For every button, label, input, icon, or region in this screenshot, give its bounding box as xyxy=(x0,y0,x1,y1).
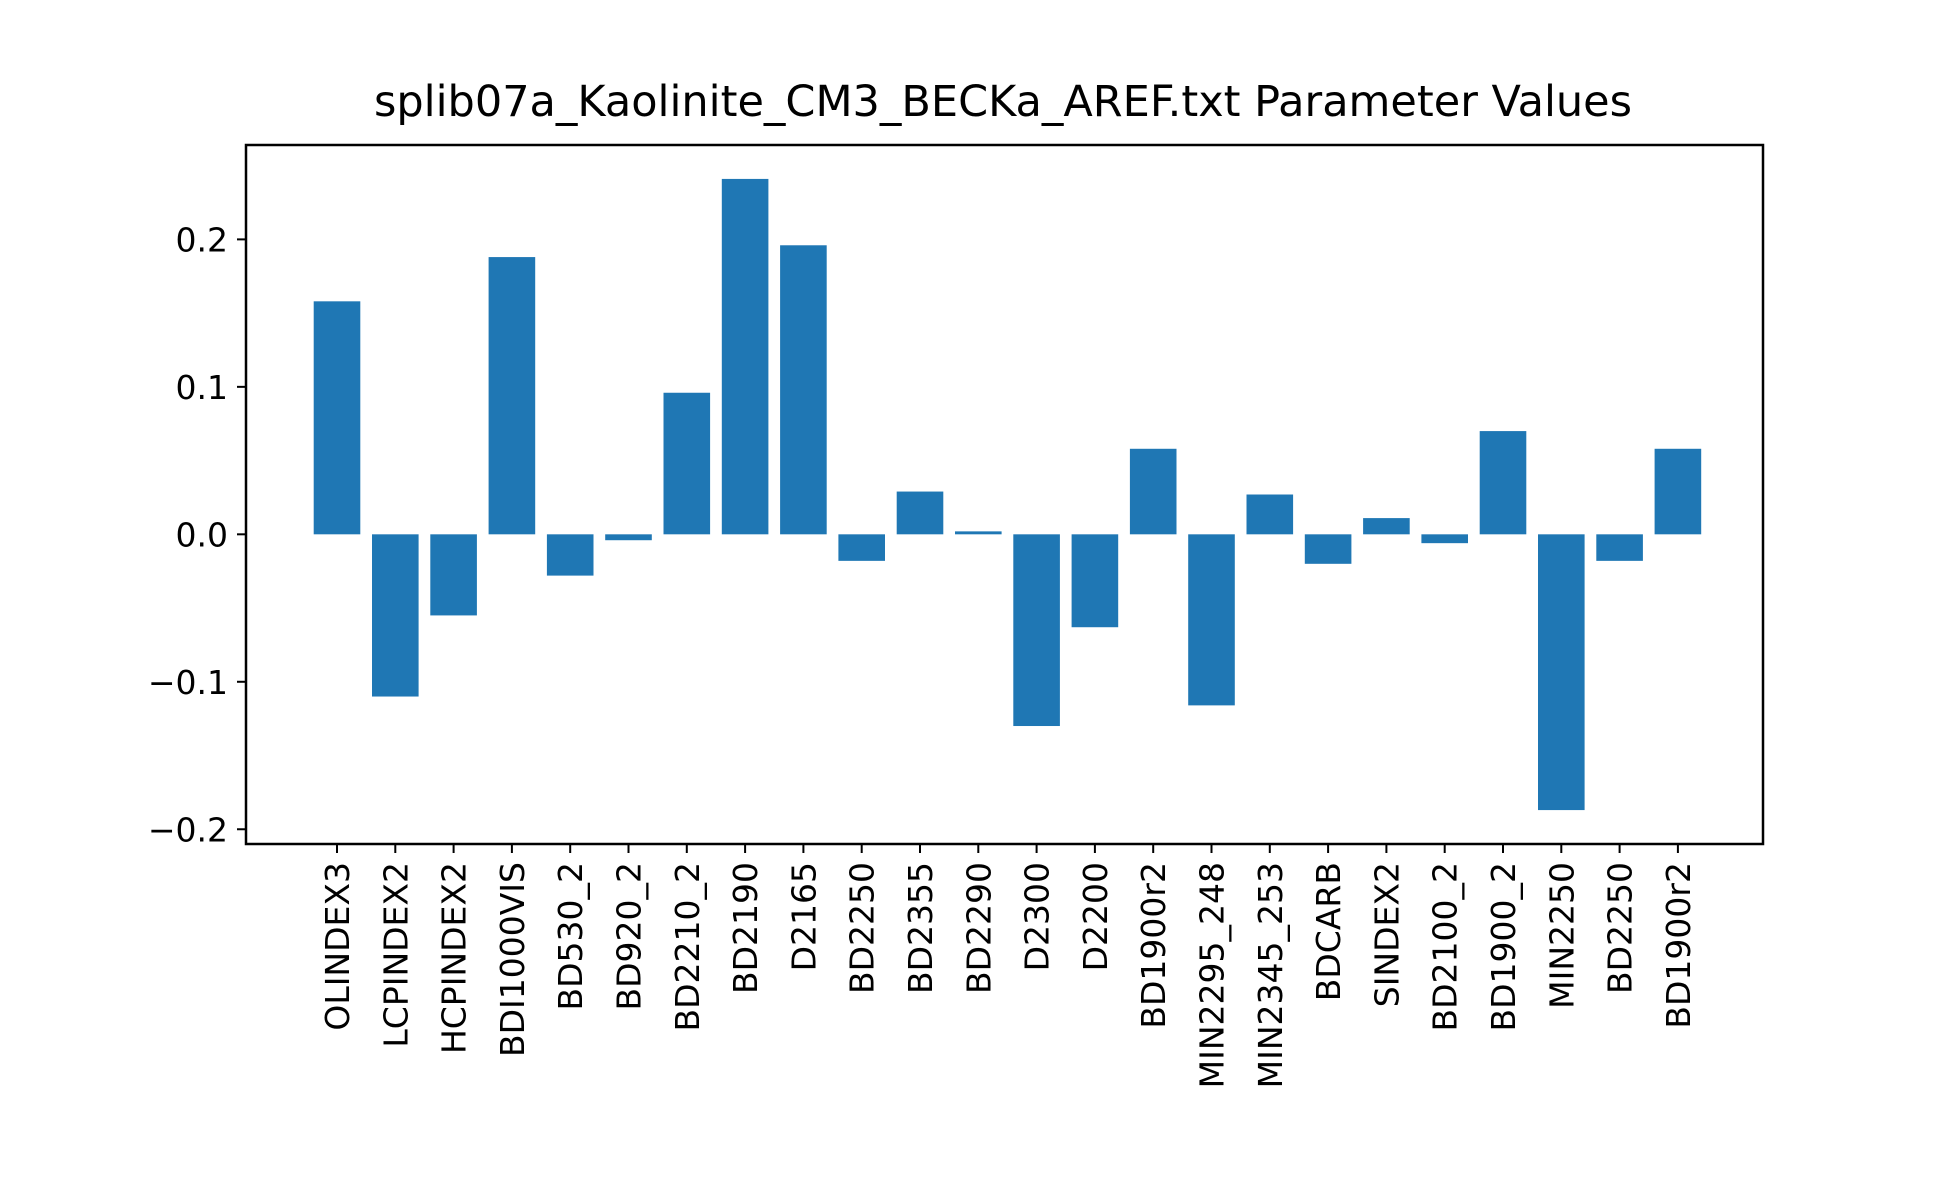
bar-6-bd920_2 xyxy=(605,534,652,541)
x-tick-label: BD2210_2 xyxy=(668,862,707,1032)
x-tick-label: BDI1000VIS xyxy=(493,862,532,1057)
x-tick-label: BD1900r2 xyxy=(1659,862,1698,1029)
x-tick-label: BD2190 xyxy=(726,862,765,994)
x-tick-label: OLINDEX3 xyxy=(318,862,357,1031)
y-tick-label: 0.0 xyxy=(176,515,228,554)
bar-23-bd2250 xyxy=(1596,534,1643,561)
bar-18-bdcarb xyxy=(1304,534,1352,564)
x-tick-label: BDCARB xyxy=(1309,862,1348,1001)
bar-7-bd2210_2 xyxy=(663,392,711,535)
bar-20-bd2100_2 xyxy=(1421,534,1468,544)
x-tick-label: BD2250 xyxy=(843,862,882,994)
bar-15-bd1900r2 xyxy=(1129,448,1177,535)
bar-22-min2250 xyxy=(1538,534,1585,811)
x-tick-label: HCPINDEX2 xyxy=(435,862,474,1054)
x-tick-label: BD920_2 xyxy=(610,862,649,1011)
bar-3-hcpindex2 xyxy=(430,534,477,616)
bar-16-min2295_248 xyxy=(1188,534,1235,706)
bar-2-lcpindex2 xyxy=(372,534,419,697)
y-tick-label: −0.2 xyxy=(148,810,228,849)
bar-14-d2200 xyxy=(1071,534,1119,628)
bar-17-min2345_253 xyxy=(1246,494,1294,535)
x-tick-label: BD1900r2 xyxy=(1134,862,1173,1029)
x-tick-label: LCPINDEX2 xyxy=(376,862,415,1048)
bar-1-olindex3 xyxy=(313,301,361,535)
x-tick-label: D2300 xyxy=(1018,862,1057,971)
x-tick-label: SINDEX2 xyxy=(1367,862,1406,1007)
x-tick-label: MIN2295_248 xyxy=(1193,862,1232,1088)
bar-13-d2300 xyxy=(1013,534,1060,727)
bar-12-bd2290 xyxy=(955,531,1002,535)
plot-frame xyxy=(244,143,1765,846)
x-tick-label: D2165 xyxy=(784,862,823,971)
x-tick-label: MIN2345_253 xyxy=(1251,862,1290,1088)
x-tick-label: BD2250 xyxy=(1601,862,1640,994)
bar-24-bd1900r2 xyxy=(1654,448,1702,535)
x-tick-label: D2200 xyxy=(1076,862,1115,971)
bar-11-bd2355 xyxy=(896,491,944,535)
bar-5-bd530_2 xyxy=(546,534,594,576)
y-tick-label: −0.1 xyxy=(148,663,228,702)
y-tick-label: 0.1 xyxy=(176,368,228,407)
x-axis: OLINDEX3 LCPINDEX2 HCPINDEX2 BDI1000VIS BD53… xyxy=(318,844,1698,1088)
bar-9-d2165 xyxy=(780,245,827,535)
bar-10-bd2250 xyxy=(838,534,885,561)
x-tick-label: BD2100_2 xyxy=(1426,862,1465,1032)
x-tick-label: BD2355 xyxy=(901,862,940,994)
y-axis: −0.2 −0.1 0.0 0.1 0.2 xyxy=(148,220,246,849)
y-tick-label: 0.2 xyxy=(176,220,228,259)
bars-group xyxy=(313,178,1702,811)
bar-4-bdi1000vis xyxy=(488,257,536,535)
x-tick-label: BD2290 xyxy=(959,862,998,994)
x-tick-label: BD1900_2 xyxy=(1484,862,1523,1032)
bar-21-bd1900_2 xyxy=(1479,431,1527,535)
chart-title: splib07a_Kaolinite_CM3_BECKa_AREF.txt Pa… xyxy=(374,77,1632,127)
x-tick-label: BD530_2 xyxy=(551,862,590,1011)
bar-19-sindex2 xyxy=(1363,518,1410,535)
bar-8-bd2190 xyxy=(721,178,769,535)
x-tick-label: MIN2250 xyxy=(1542,862,1581,1009)
